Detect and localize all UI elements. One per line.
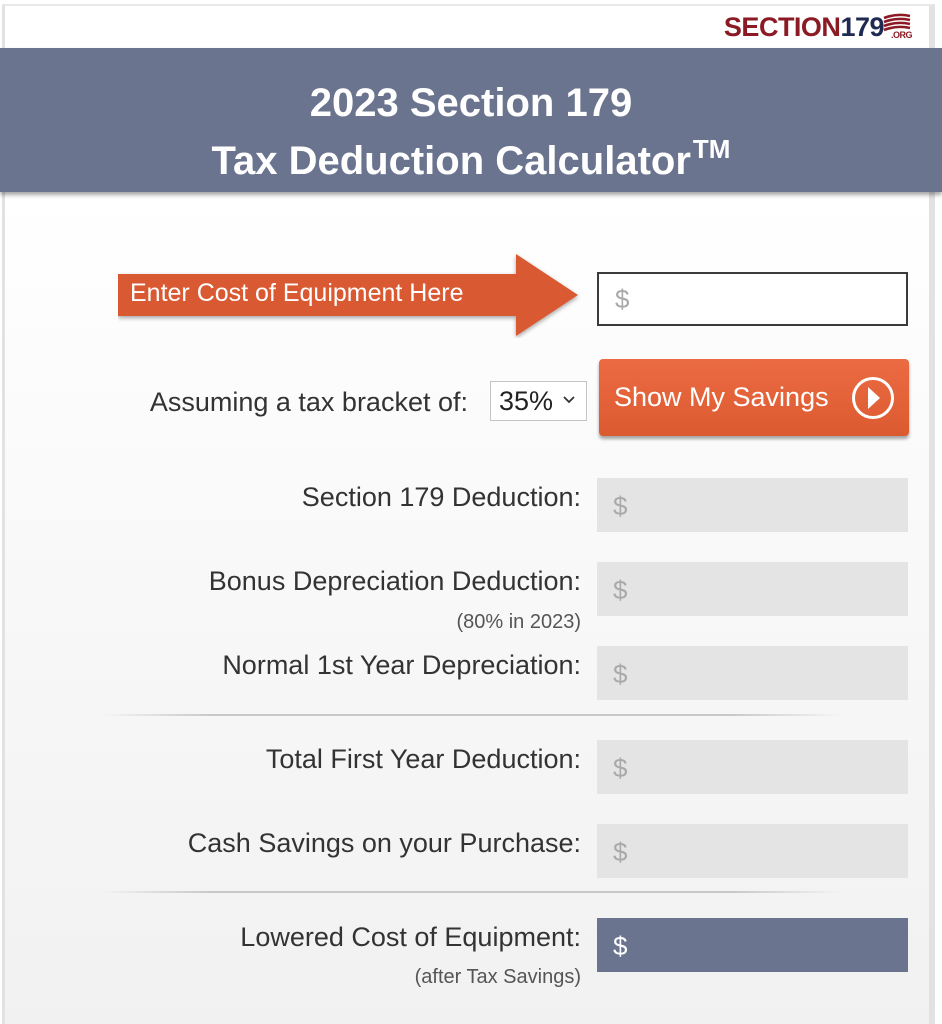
logo-flag-icon: .ORG bbox=[882, 12, 913, 42]
normal-depreciation-label: Normal 1st Year Depreciation: bbox=[222, 650, 581, 680]
bonus-depreciation-note: (80% in 2023) bbox=[456, 611, 581, 633]
arrow-callout-icon bbox=[118, 254, 578, 336]
page-title-line2: Tax Deduction CalculatorTM bbox=[0, 126, 942, 184]
bonus-depreciation-label: Bonus Depreciation Deduction: bbox=[208, 566, 581, 596]
cost-input-label: Enter Cost of Equipment Here bbox=[130, 279, 464, 307]
tax-bracket-value: 35% bbox=[499, 386, 554, 416]
total-deduction-field: $ bbox=[597, 740, 908, 794]
logo-org-text: .ORG bbox=[890, 30, 913, 40]
lowered-cost-label: Lowered Cost of Equipment: bbox=[240, 922, 581, 952]
section179-deduction-label: Section 179 Deduction: bbox=[301, 482, 581, 512]
logo-section-text: SECTION bbox=[723, 12, 841, 42]
tax-bracket-label: Assuming a tax bracket of: bbox=[149, 387, 468, 417]
equipment-cost-input[interactable] bbox=[597, 272, 908, 326]
chevron-right-circle-icon bbox=[852, 377, 894, 419]
chevron-down-icon bbox=[562, 383, 576, 428]
cash-savings-label: Cash Savings on your Purchase: bbox=[187, 828, 581, 858]
section179-deduction-field: $ bbox=[597, 478, 908, 532]
page-title-line1: 2023 Section 179 bbox=[309, 81, 633, 125]
bonus-depreciation-field: $ bbox=[597, 562, 908, 616]
cash-savings-field: $ bbox=[597, 824, 908, 878]
lowered-cost-field: $ bbox=[597, 918, 908, 972]
logo-number-text: 179 bbox=[840, 12, 884, 42]
normal-depreciation-field: $ bbox=[597, 646, 908, 700]
total-deduction-label: Total First Year Deduction: bbox=[265, 744, 581, 774]
calculator-header: 2023 Section 179 Tax Deduction Calculato… bbox=[0, 48, 942, 192]
section-divider bbox=[100, 891, 842, 893]
show-my-savings-label: Show My Savings bbox=[614, 382, 829, 412]
section179-logo[interactable]: SECTION 179 .ORG bbox=[723, 12, 913, 42]
page-title-text: Tax Deduction Calculator bbox=[211, 139, 691, 183]
section-divider bbox=[100, 714, 842, 716]
lowered-cost-note: (after Tax Savings) bbox=[414, 966, 581, 988]
trademark-mark: TM bbox=[692, 134, 731, 164]
show-my-savings-button[interactable]: Show My Savings bbox=[599, 359, 909, 436]
